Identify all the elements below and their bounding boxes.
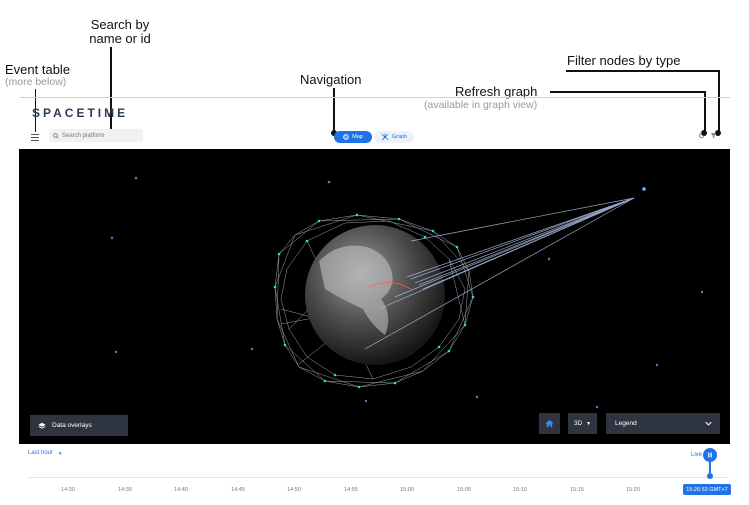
highlight-path bbox=[368, 282, 412, 290]
tab-graph[interactable]: Graph bbox=[374, 131, 414, 143]
data-overlays-button[interactable]: Data overlays bbox=[30, 415, 128, 436]
tab-map-label: Map bbox=[352, 134, 363, 140]
tab-graph-label: Graph bbox=[391, 134, 408, 140]
pause-icon bbox=[708, 452, 712, 458]
timeline-tick: 15:15 bbox=[570, 487, 584, 493]
timeline-tick: 15:10 bbox=[513, 487, 527, 493]
annotation-navigation: Navigation bbox=[300, 72, 362, 87]
chevron-down-icon bbox=[705, 421, 712, 426]
annotation-search-line2: name or id bbox=[89, 31, 151, 46]
chevron-down-icon: ▼ bbox=[58, 450, 63, 456]
live-label: Live bbox=[691, 452, 703, 458]
pause-button[interactable] bbox=[703, 448, 717, 462]
chevron-down-icon: ▼ bbox=[586, 420, 592, 427]
annotation-line-event-table bbox=[35, 89, 36, 132]
satellite-nodes bbox=[110, 176, 704, 409]
current-time-badge: 15:26:53 GMT+7 bbox=[683, 484, 731, 495]
map-view[interactable]: Data overlays 3D ▼ Legend bbox=[19, 149, 730, 444]
timeline-track[interactable] bbox=[28, 477, 729, 478]
timeline-cursor[interactable] bbox=[709, 462, 711, 477]
annotation-event-table-sub: (more below) bbox=[5, 76, 67, 88]
brand-logo: SPACETIME bbox=[32, 106, 129, 120]
home-button[interactable] bbox=[539, 413, 560, 434]
legend-dropdown[interactable]: Legend bbox=[606, 413, 720, 434]
tab-map[interactable]: Map bbox=[334, 131, 372, 143]
annotation-filter: Filter nodes by type bbox=[567, 53, 681, 68]
view-mode-value: 3D bbox=[573, 420, 583, 427]
annotation-dot-refresh bbox=[701, 130, 707, 136]
timeline-tick: 14:30 bbox=[61, 487, 75, 493]
annotation-dot-filter bbox=[715, 130, 721, 136]
timeline-tick: 15:05 bbox=[457, 487, 471, 493]
globe-icon bbox=[343, 134, 349, 140]
timeline-tick: 14:50 bbox=[287, 487, 301, 493]
long-links bbox=[364, 197, 635, 350]
globe-visualization[interactable] bbox=[19, 149, 730, 444]
search-icon bbox=[53, 132, 59, 139]
timeline-tick: 14:35 bbox=[118, 487, 132, 493]
layers-icon bbox=[38, 422, 46, 429]
time-range-label: Last hour bbox=[28, 450, 54, 456]
ring-nodes bbox=[273, 213, 475, 389]
search-placeholder: Search platform bbox=[62, 132, 105, 139]
menu-icon[interactable] bbox=[31, 132, 39, 143]
annotation-line-filter-v bbox=[718, 70, 720, 132]
refresh-icon[interactable] bbox=[698, 132, 705, 139]
view-mode-select[interactable]: 3D ▼ bbox=[568, 413, 597, 434]
annotation-line-refresh-v bbox=[704, 91, 706, 132]
timeline-handle[interactable] bbox=[707, 473, 713, 479]
data-overlays-label: Data overlays bbox=[52, 422, 92, 429]
legend-label: Legend bbox=[615, 420, 637, 427]
timeline-tick: 15:00 bbox=[400, 487, 414, 493]
home-icon bbox=[545, 419, 554, 428]
annotation-refresh: Refresh graph bbox=[455, 84, 538, 99]
timeline-tick: 14:45 bbox=[231, 487, 245, 493]
annotation-line-refresh-h bbox=[550, 91, 705, 93]
annotation-event-table: Event table bbox=[5, 62, 71, 77]
timeline-tick: 14:55 bbox=[344, 487, 358, 493]
annotation-line-navigation bbox=[333, 88, 335, 133]
header-divider bbox=[20, 97, 730, 98]
annotation-line-filter-h bbox=[566, 70, 719, 72]
graph-icon bbox=[381, 133, 389, 141]
time-range-select[interactable]: Last hour ▼ bbox=[28, 450, 63, 456]
annotation-refresh-sub: (available in graph view) bbox=[424, 99, 538, 111]
timeline-tick: 14:40 bbox=[174, 487, 188, 493]
annotation-line-search bbox=[110, 47, 112, 135]
timeline-tick: 15:20 bbox=[626, 487, 640, 493]
annotation-search-line1: Search by bbox=[90, 17, 150, 32]
filter-icon[interactable] bbox=[710, 132, 717, 139]
search-input[interactable]: Search platform bbox=[49, 129, 143, 142]
continent-shape bbox=[319, 245, 393, 335]
